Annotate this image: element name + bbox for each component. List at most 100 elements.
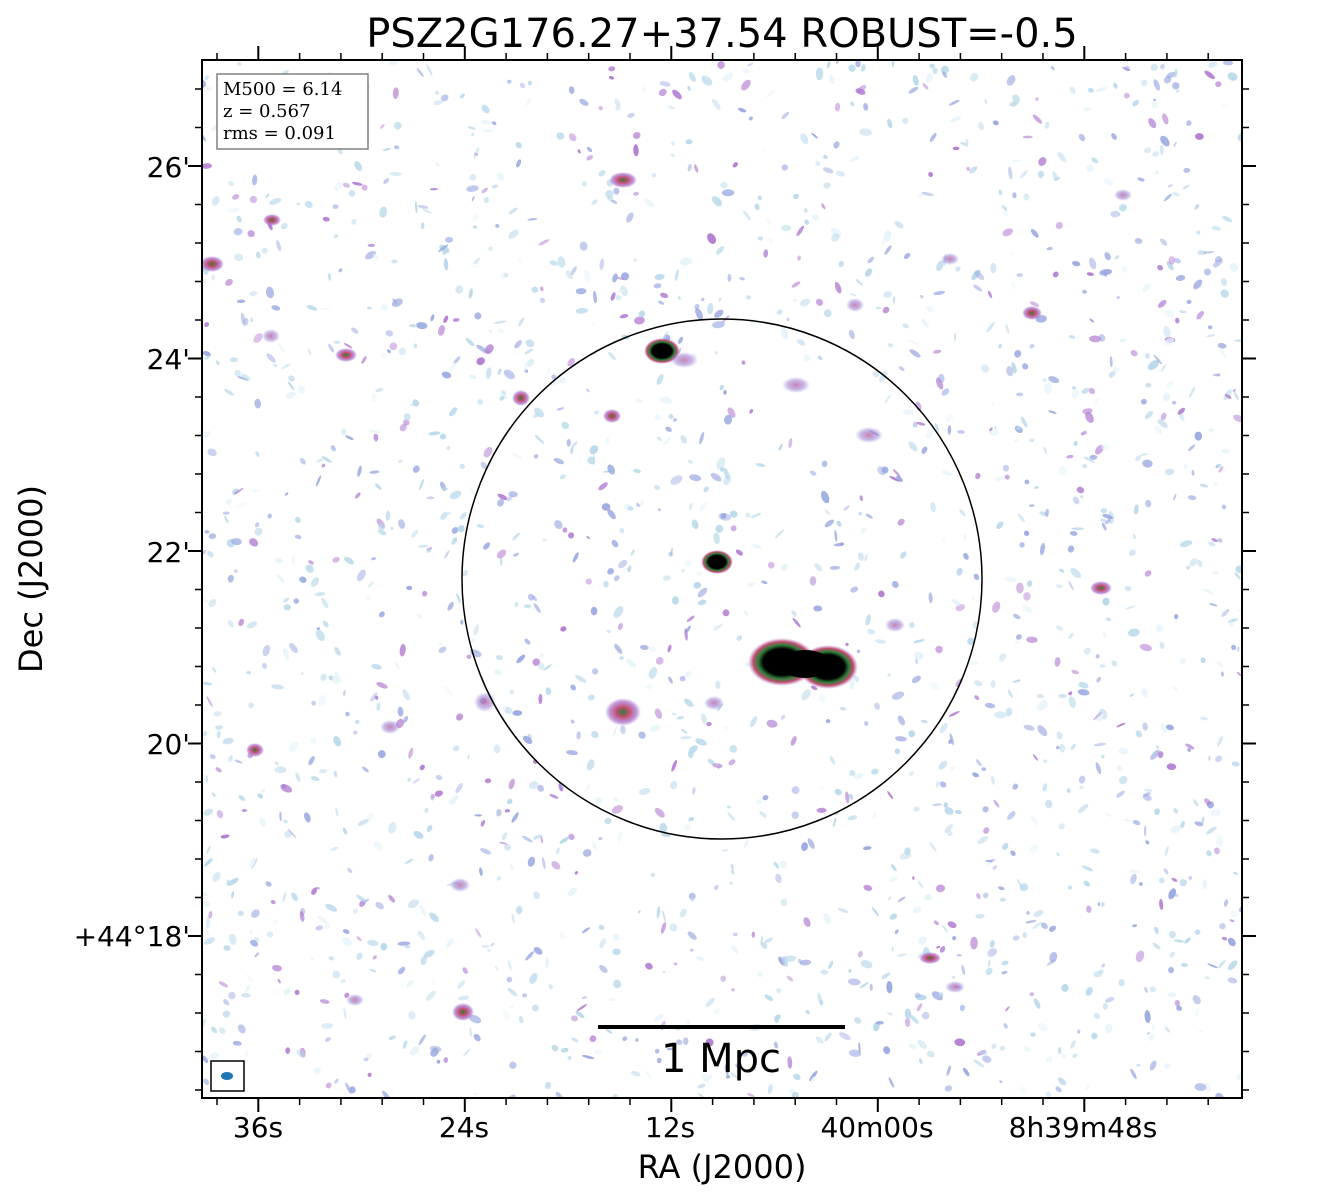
noise-speckle	[741, 360, 746, 365]
noise-speckle	[353, 730, 358, 735]
noise-speckle	[759, 811, 767, 818]
noise-speckle	[473, 624, 480, 636]
noise-speckle	[754, 203, 760, 211]
noise-speckle	[1072, 1053, 1078, 1058]
noise-speckle	[1066, 788, 1071, 793]
noise-speckle	[611, 805, 623, 814]
noise-speckle	[255, 251, 261, 259]
noise-speckle	[488, 246, 493, 252]
noise-speckle	[383, 178, 390, 184]
noise-speckle	[1118, 204, 1127, 212]
noise-speckle	[895, 736, 907, 742]
noise-speckle	[1187, 748, 1192, 752]
noise-speckle	[1200, 716, 1208, 721]
noise-speckle	[933, 290, 946, 296]
noise-speckle	[1083, 456, 1096, 463]
noise-speckle	[775, 529, 785, 539]
noise-speckle	[289, 642, 298, 654]
noise-speckle	[202, 278, 207, 285]
noise-speckle	[666, 1047, 674, 1051]
noise-speckle	[1151, 101, 1158, 109]
noise-speckle	[1023, 193, 1030, 201]
noise-speckle	[854, 562, 861, 571]
noise-speckle	[524, 348, 534, 355]
noise-speckle	[1195, 1007, 1200, 1017]
noise-speckle	[426, 64, 433, 76]
noise-speckle	[483, 446, 493, 458]
noise-speckle	[206, 695, 213, 708]
noise-speckle	[1078, 775, 1086, 784]
noise-speckle	[1166, 261, 1174, 271]
noise-speckle	[392, 298, 398, 304]
noise-speckle	[986, 861, 991, 866]
source-mid-9	[262, 329, 280, 343]
noise-speckle	[1174, 614, 1179, 620]
noise-speckle	[315, 475, 322, 487]
noise-speckle	[612, 1094, 618, 1098]
noise-speckle	[954, 809, 962, 815]
noise-speckle	[1203, 588, 1214, 595]
noise-speckle	[829, 565, 841, 570]
noise-speckle	[1164, 468, 1175, 476]
noise-speckle	[626, 212, 634, 223]
noise-speckle	[591, 199, 598, 205]
noise-speckle	[473, 1033, 481, 1042]
noise-speckle	[365, 250, 377, 260]
noise-speckle	[1071, 388, 1080, 399]
noise-speckle	[425, 990, 436, 1001]
noise-speckle	[1085, 987, 1093, 996]
x-axis-label: RA (J2000)	[638, 1148, 807, 1186]
noise-speckle	[847, 815, 858, 821]
noise-speckle	[633, 191, 639, 196]
noise-speckle	[398, 519, 406, 529]
noise-speckle	[225, 498, 232, 505]
noise-speckle	[419, 904, 426, 917]
noise-speckle	[202, 163, 212, 169]
noise-speckle	[1010, 850, 1016, 856]
noise-speckle	[501, 390, 507, 395]
noise-speckle	[943, 802, 949, 808]
noise-speckle	[781, 111, 790, 120]
noise-speckle	[747, 1092, 755, 1098]
noise-speckle	[234, 759, 243, 764]
noise-speckle	[258, 817, 266, 827]
noise-speckle	[1139, 643, 1152, 652]
noise-speckle	[1130, 873, 1137, 885]
noise-speckle	[949, 764, 956, 772]
noise-speckle	[956, 954, 962, 957]
noise-speckle	[1227, 72, 1238, 81]
noise-speckle	[1032, 754, 1039, 761]
noise-speckle	[684, 628, 688, 641]
noise-speckle	[553, 457, 565, 465]
noise-speckle	[441, 371, 452, 379]
noise-speckle	[883, 230, 892, 242]
noise-speckle	[835, 60, 840, 65]
noise-speckle	[1057, 1077, 1067, 1086]
noise-speckle	[669, 923, 678, 932]
noise-speckle	[871, 768, 879, 775]
x-tick-label-40m00s: 40m00s	[820, 1111, 933, 1144]
noise-speckle	[826, 61, 831, 69]
noise-speckle	[340, 979, 346, 983]
noise-speckle	[1085, 411, 1094, 423]
source-bottom-right-2	[945, 981, 965, 993]
noise-speckle	[884, 245, 892, 255]
noise-speckle	[551, 374, 557, 380]
noise-speckle	[204, 75, 209, 81]
noise-speckle	[761, 149, 766, 152]
noise-speckle	[567, 358, 576, 367]
noise-speckle	[1149, 986, 1156, 993]
noise-speckle	[531, 286, 539, 293]
noise-speckle	[1215, 463, 1222, 468]
noise-speckle	[855, 60, 861, 68]
noise-speckle	[556, 132, 565, 140]
noise-speckle	[788, 438, 793, 449]
noise-speckle	[941, 536, 946, 541]
noise-speckle	[230, 357, 238, 363]
noise-speckle	[887, 118, 893, 129]
noise-speckle	[1189, 558, 1198, 567]
noise-speckle	[353, 908, 358, 914]
noise-speckle	[202, 549, 207, 555]
noise-speckle	[539, 297, 546, 304]
noise-speckle	[902, 117, 909, 124]
